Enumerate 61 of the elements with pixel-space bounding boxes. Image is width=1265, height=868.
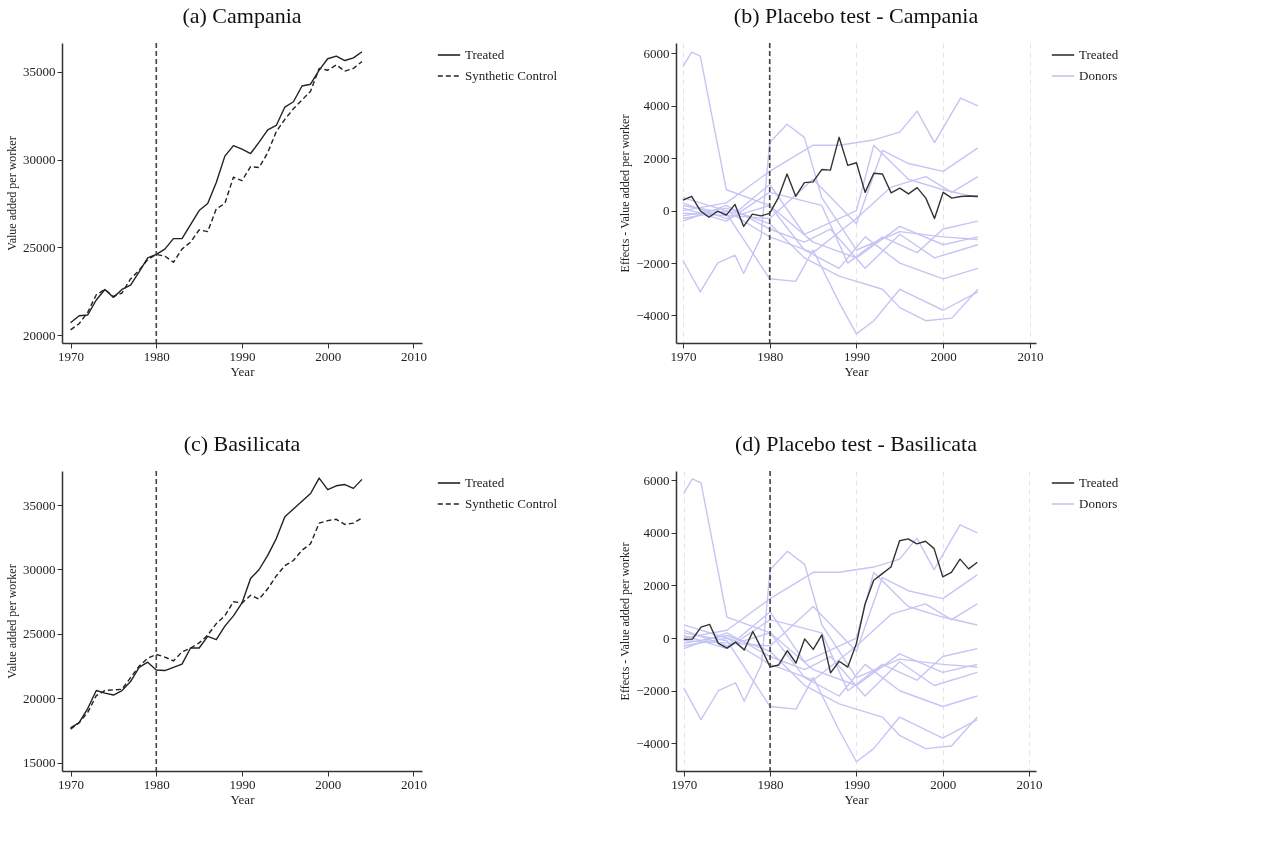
x-tick-label: 2000: [930, 776, 957, 792]
y-axis-title: Effects - Value added per worker: [618, 542, 633, 701]
x-tick-label: 2010: [400, 348, 427, 364]
chart-title: (d) Placebo test - Basilicata: [735, 431, 978, 457]
y-tick-label: 20000: [23, 327, 56, 343]
legend-label: Donors: [1079, 496, 1118, 511]
x-tick-label: 1980: [757, 348, 784, 364]
x-tick-label: 1990: [229, 348, 256, 364]
x-tick-label: 1980: [143, 776, 170, 792]
y-tick-label: 0: [663, 203, 670, 219]
x-tick-label: 1970: [671, 776, 698, 792]
x-tick-label: 1970: [58, 348, 85, 364]
x-tick-label: 1990: [229, 776, 256, 792]
x-tick-label: 2010: [400, 776, 427, 792]
x-tick-label: 2000: [315, 348, 342, 364]
x-tick-label: 2000: [930, 348, 957, 364]
y-tick-label: 6000: [643, 472, 670, 488]
legend-label: Treated: [1079, 475, 1119, 490]
x-axis-title: Year: [230, 363, 256, 379]
y-tick-label: 35000: [23, 64, 56, 80]
legend-label: Treated: [465, 47, 505, 62]
chart-title: (a) Campania: [182, 3, 302, 29]
x-axis-title: Year: [844, 791, 870, 807]
legend-label: Synthetic Control: [465, 68, 558, 83]
y-tick-label: 35000: [23, 497, 56, 513]
x-tick-label: 1990: [843, 776, 870, 792]
y-tick-label: 30000: [23, 562, 56, 577]
legend-label: Treated: [465, 475, 505, 490]
y-tick-label: 2000: [643, 150, 670, 166]
chart-title: (b) Placebo test - Campania: [733, 3, 979, 29]
y-tick-label: 0: [663, 630, 670, 646]
x-tick-label: 2010: [1016, 776, 1043, 792]
x-tick-label: 1970: [670, 348, 697, 364]
y-tick-label: 25000: [23, 239, 56, 255]
legend-label: Treated: [1079, 47, 1119, 62]
y-tick-label: 20000: [23, 690, 56, 706]
x-tick-label: 1980: [757, 776, 784, 792]
legend-label: Donors: [1079, 68, 1118, 83]
x-axis-title: Year: [844, 363, 870, 379]
chart-title: (c) Basilicata: [183, 431, 301, 457]
y-tick-label: −2000: [636, 683, 670, 699]
x-tick-label: 1970: [58, 776, 85, 792]
y-tick-label: 2000: [643, 577, 670, 593]
y-tick-label: 4000: [643, 525, 670, 541]
x-tick-label: 2000: [315, 776, 342, 792]
x-tick-label: 1980: [143, 348, 170, 364]
x-tick-label: 1990: [843, 348, 870, 364]
y-tick-label: −2000: [636, 255, 670, 271]
y-tick-label: 4000: [643, 98, 670, 114]
y-tick-label: 30000: [23, 152, 56, 168]
x-axis-title: Year: [230, 791, 256, 807]
legend-label: Synthetic Control: [465, 496, 558, 511]
y-tick-label: −4000: [636, 307, 670, 323]
y-tick-label: 15000: [23, 755, 56, 771]
y-axis-title: Value added per worker: [5, 564, 19, 679]
y-axis-title: Effects - Value added per worker: [618, 114, 633, 273]
y-tick-label: 6000: [643, 45, 670, 61]
y-tick-label: −4000: [636, 735, 670, 751]
y-axis-title: Value added per worker: [5, 136, 19, 251]
y-tick-label: 25000: [23, 626, 56, 642]
x-tick-label: 2010: [1017, 348, 1044, 364]
